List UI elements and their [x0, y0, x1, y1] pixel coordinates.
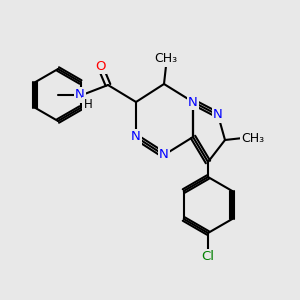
- Text: N: N: [213, 109, 223, 122]
- Text: CH₃: CH₃: [242, 131, 265, 145]
- Text: H: H: [84, 98, 92, 112]
- Text: O: O: [95, 59, 105, 73]
- Text: Cl: Cl: [202, 250, 214, 263]
- Text: N: N: [159, 148, 169, 161]
- Text: N: N: [131, 130, 141, 143]
- Text: N: N: [188, 95, 198, 109]
- Text: CH₃: CH₃: [154, 52, 178, 65]
- Text: N: N: [75, 88, 85, 101]
